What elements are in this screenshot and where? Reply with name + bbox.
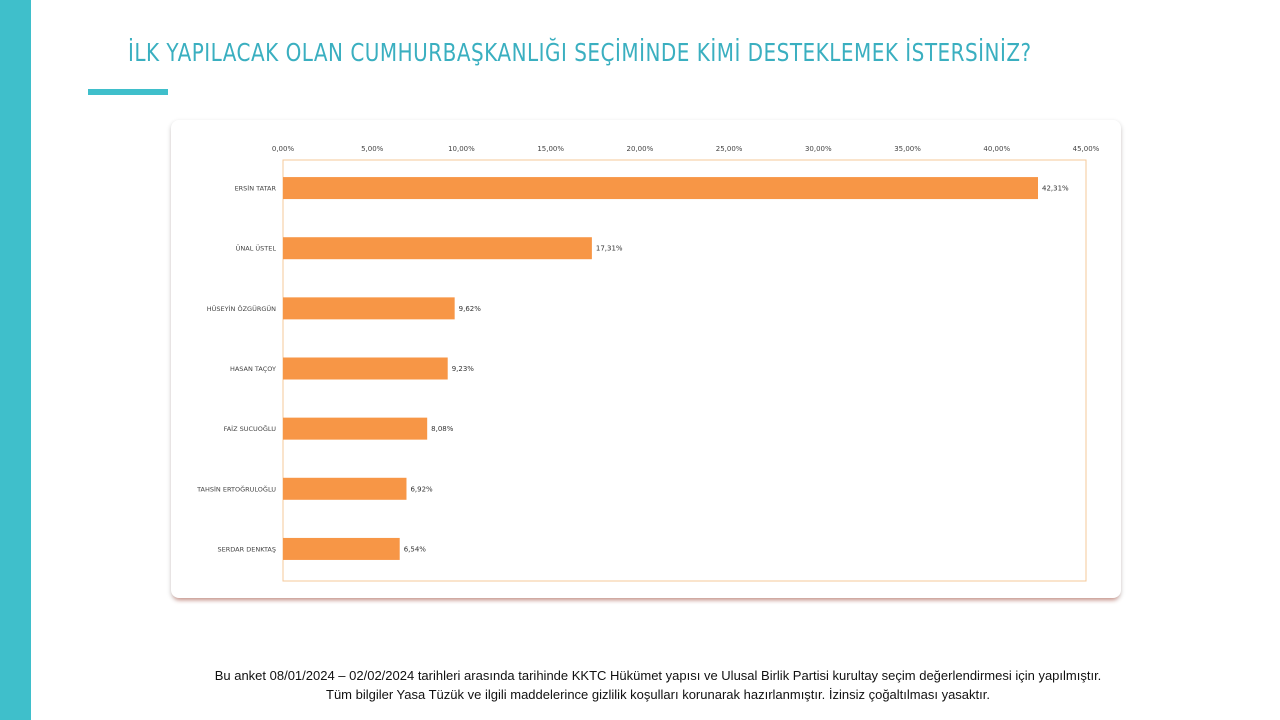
category-label: SERDAR DENKTAŞ [218, 545, 276, 553]
x-tick-label: 40,00% [983, 145, 1010, 153]
data-label: 17,31% [596, 245, 623, 253]
footer-line-1: Bu anket 08/01/2024 – 02/02/2024 tarihle… [214, 668, 1102, 683]
x-tick-label: 10,00% [448, 145, 475, 153]
x-tick-label: 0,00% [272, 145, 295, 153]
footer-note: Bu anket 08/01/2024 – 02/02/2024 tarihle… [0, 666, 1280, 704]
side-accent-stripe [0, 0, 31, 720]
x-tick-label: 5,00% [361, 145, 384, 153]
x-tick-label: 45,00% [1073, 145, 1100, 153]
x-tick-label: 15,00% [537, 145, 564, 153]
footer-line-2: Tüm bilgiler Yasa Tüzük ve ilgili maddel… [326, 687, 990, 702]
slide-title: İLK YAPILACAK OLAN CUMHURBAŞKANLIĞI SEÇİ… [128, 38, 1032, 67]
category-label: HÜSEYİN ÖZGÜRGÜN [207, 304, 276, 313]
bar [283, 357, 448, 380]
bar [283, 297, 455, 320]
data-label: 9,62% [459, 305, 482, 313]
data-label: 9,23% [452, 365, 475, 373]
category-label: ERSİN TATAR [235, 184, 277, 193]
bar [283, 417, 428, 440]
data-label: 42,31% [1042, 185, 1069, 193]
bar [283, 177, 1038, 200]
data-label: 6,54% [404, 545, 427, 553]
category-label: HASAN TAÇOY [230, 365, 276, 373]
data-label: 6,92% [410, 485, 433, 493]
data-label: 8,08% [431, 425, 454, 433]
title-underline [88, 89, 168, 95]
bar-chart: 0,00% 5,00% 10,00% 15,00% 20,00% 25,00% 30,00%… [196, 145, 1100, 582]
bar [283, 237, 592, 260]
category-label: ÜNAL ÜSTEL [236, 244, 277, 253]
bar [283, 477, 407, 500]
x-tick-label: 20,00% [627, 145, 654, 153]
bar [283, 537, 400, 560]
category-label: TAHSİN ERTOĞRULOĞLU [196, 484, 276, 493]
x-tick-label: 35,00% [894, 145, 921, 153]
category-label: FAİZ SUCUOĞLU [224, 424, 277, 433]
chart-card: 0,00% 5,00% 10,00% 15,00% 20,00% 25,00% 30,00%… [171, 120, 1121, 598]
x-tick-label: 25,00% [716, 145, 743, 153]
x-tick-label: 30,00% [805, 145, 832, 153]
